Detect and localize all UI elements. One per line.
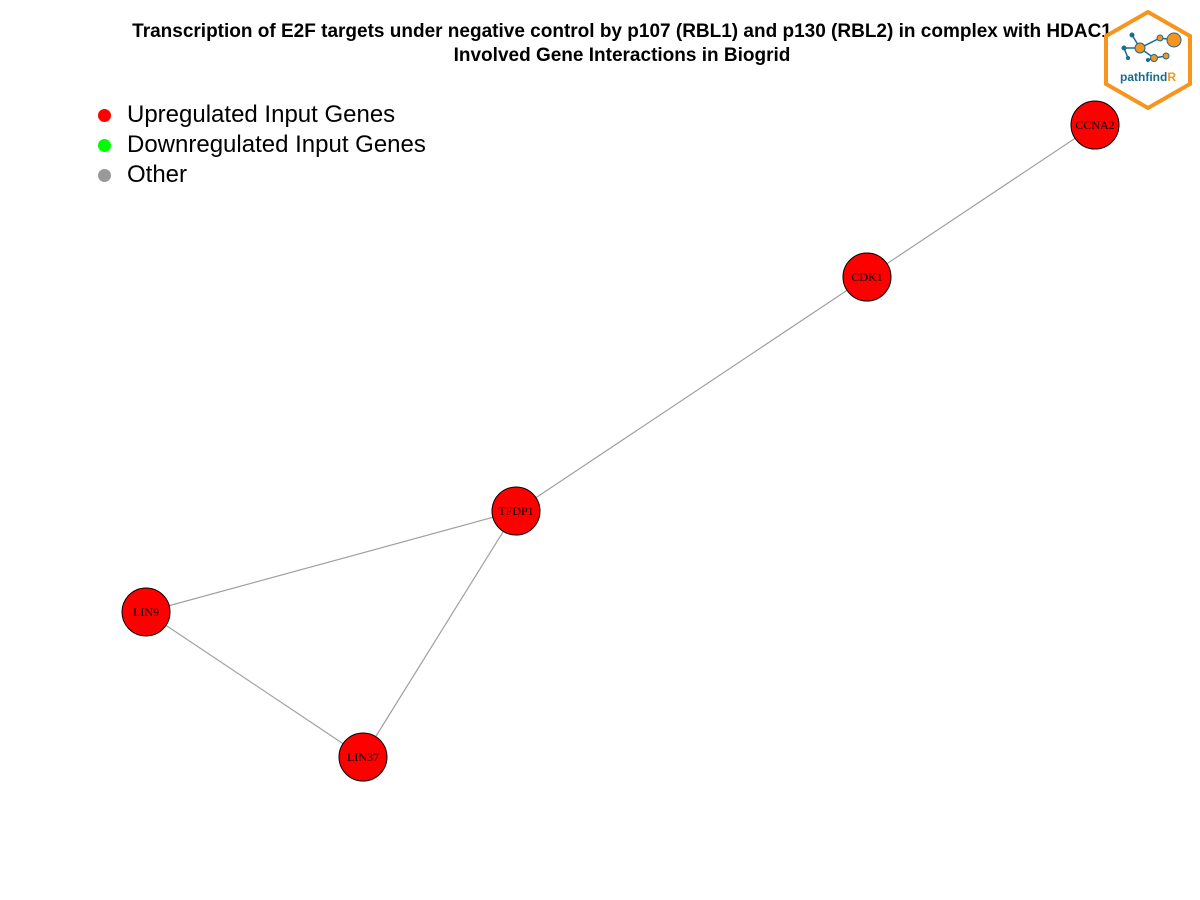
title-line-2: Involved Gene Interactions in Biogrid	[453, 45, 791, 66]
legend-label: Other	[127, 161, 188, 188]
node-lin9: LIN9	[121, 587, 171, 637]
node-label: LIN37	[347, 750, 379, 764]
legend-dot	[98, 168, 111, 182]
legend-label: Downregulated Input Genes	[127, 131, 426, 158]
node-circle	[121, 587, 171, 637]
legend-dot	[98, 138, 111, 152]
pathfindr-logo: pathfindR	[1104, 10, 1192, 110]
node-cdk1: CDK1	[842, 252, 892, 302]
node-label: LIN9	[133, 605, 159, 619]
title-line-1: Transcription of E2F targets under negat…	[132, 21, 1112, 42]
node-ccna2: CCNA2	[1070, 100, 1120, 150]
edge-cdk1-tfdp1	[515, 276, 868, 512]
logo-text-accent: R	[1167, 70, 1176, 84]
edge-ccna2-cdk1	[866, 124, 1096, 278]
legend-label: Upregulated Input Genes	[127, 101, 396, 128]
nodes-layer: CCNA2 CDK1 TFDP1 LIN9 LIN37	[121, 100, 1120, 782]
node-circle	[338, 732, 388, 782]
legend: Upregulated Input Genes Downregulated Inp…	[98, 100, 426, 190]
edge-tfdp1-lin9	[145, 510, 517, 613]
node-circle	[491, 486, 541, 536]
node-tfdp1: TFDP1	[491, 486, 541, 536]
legend-downregulated: Downregulated Input Genes	[98, 130, 426, 160]
chart-title: Transcription of E2F targets under negat…	[0, 20, 1200, 68]
legend-dot	[98, 108, 111, 122]
node-label: CDK1	[851, 270, 882, 284]
legend-upregulated: Upregulated Input Genes	[98, 100, 426, 130]
svg-text:pathfindR: pathfindR	[1120, 70, 1176, 84]
logo-text: pathfind	[1120, 70, 1167, 84]
edges-layer	[145, 124, 1096, 758]
edge-tfdp1-lin37	[362, 510, 517, 758]
node-circle	[1070, 100, 1120, 150]
edge-lin9-lin37	[145, 611, 364, 758]
node-circle	[842, 252, 892, 302]
node-label: TFDP1	[498, 504, 533, 518]
node-label: CCNA2	[1075, 118, 1114, 132]
node-lin37: LIN37	[338, 732, 388, 782]
legend-other: Other	[98, 160, 426, 190]
